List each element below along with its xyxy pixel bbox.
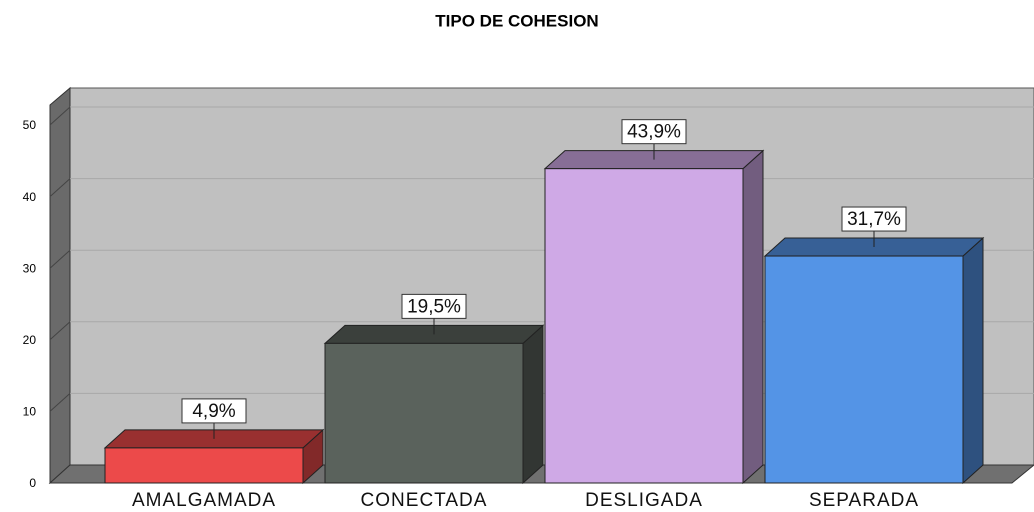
y-tick-label: 50	[23, 118, 37, 132]
value-label: 4,9%	[192, 401, 235, 422]
grid-line	[49, 393, 71, 412]
bar	[764, 255, 964, 484]
x-tick-label: AMALGAMADA	[132, 490, 276, 511]
bar-side	[962, 236, 984, 485]
value-label: 19,5%	[407, 296, 461, 317]
bar	[324, 342, 524, 484]
x-tick-label: SEPARADA	[809, 490, 919, 511]
y-tick-label: 10	[23, 405, 37, 419]
grid-line	[49, 249, 71, 269]
value-label-box	[841, 206, 907, 232]
x-tick-label: CONECTADA	[361, 490, 488, 511]
y-tick-label: 0	[29, 476, 36, 490]
grid-line	[49, 178, 71, 197]
grid-line	[49, 106, 71, 126]
bar	[104, 447, 304, 484]
left-wall	[49, 86, 71, 485]
bar-side	[742, 149, 764, 485]
bar	[544, 168, 744, 484]
value-label: 31,7%	[847, 209, 901, 230]
value-label: 43,9%	[627, 122, 681, 143]
x-tick-label: DESLIGADA	[585, 490, 703, 511]
bar-side	[522, 324, 544, 485]
value-label-box	[621, 119, 687, 145]
value-label-box	[401, 293, 467, 319]
chart-title: TIPO DE COHESION	[435, 11, 598, 30]
y-tick-label: 40	[23, 190, 37, 204]
y-tick-label: 20	[23, 333, 37, 347]
value-label-box	[181, 398, 247, 424]
y-tick-label: 30	[23, 261, 37, 275]
grid-line	[49, 321, 71, 341]
